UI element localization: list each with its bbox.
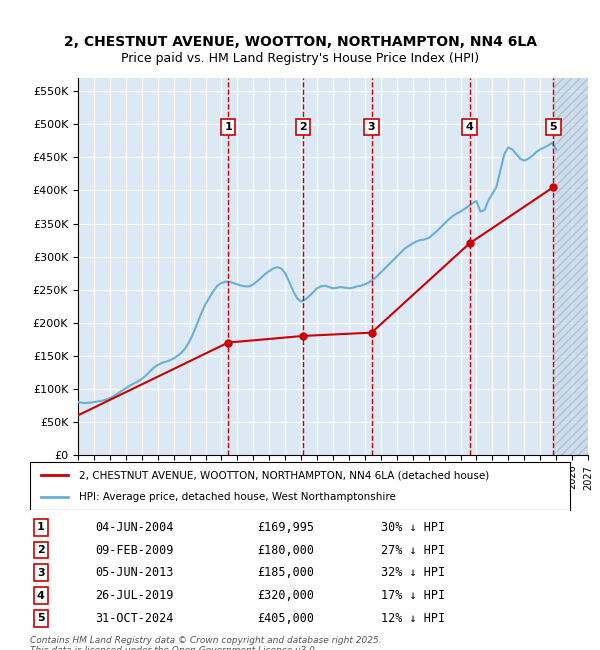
Text: Price paid vs. HM Land Registry's House Price Index (HPI): Price paid vs. HM Land Registry's House … (121, 52, 479, 65)
Text: 3: 3 (368, 122, 376, 132)
Text: 4: 4 (37, 591, 45, 601)
Text: £405,000: £405,000 (257, 612, 314, 625)
Text: 09-FEB-2009: 09-FEB-2009 (95, 543, 173, 556)
Text: 2: 2 (299, 122, 307, 132)
Text: 31-OCT-2024: 31-OCT-2024 (95, 612, 173, 625)
Text: £320,000: £320,000 (257, 589, 314, 602)
Text: 26-JUL-2019: 26-JUL-2019 (95, 589, 173, 602)
Text: 2: 2 (37, 545, 44, 555)
Text: £185,000: £185,000 (257, 566, 314, 579)
Text: £169,995: £169,995 (257, 521, 314, 534)
Text: 1: 1 (37, 523, 44, 532)
Text: Contains HM Land Registry data © Crown copyright and database right 2025.
This d: Contains HM Land Registry data © Crown c… (30, 636, 382, 650)
Text: 30% ↓ HPI: 30% ↓ HPI (381, 521, 445, 534)
Text: 05-JUN-2013: 05-JUN-2013 (95, 566, 173, 579)
Text: 5: 5 (37, 614, 44, 623)
Text: 2, CHESTNUT AVENUE, WOOTTON, NORTHAMPTON, NN4 6LA (detached house): 2, CHESTNUT AVENUE, WOOTTON, NORTHAMPTON… (79, 470, 489, 480)
Text: 04-JUN-2004: 04-JUN-2004 (95, 521, 173, 534)
Text: 12% ↓ HPI: 12% ↓ HPI (381, 612, 445, 625)
Text: 17% ↓ HPI: 17% ↓ HPI (381, 589, 445, 602)
Text: 5: 5 (550, 122, 557, 132)
Text: 32% ↓ HPI: 32% ↓ HPI (381, 566, 445, 579)
Text: £180,000: £180,000 (257, 543, 314, 556)
Text: HPI: Average price, detached house, West Northamptonshire: HPI: Average price, detached house, West… (79, 491, 395, 502)
Text: 1: 1 (224, 122, 232, 132)
Text: 4: 4 (466, 122, 473, 132)
Text: 3: 3 (37, 568, 44, 578)
Text: 2, CHESTNUT AVENUE, WOOTTON, NORTHAMPTON, NN4 6LA: 2, CHESTNUT AVENUE, WOOTTON, NORTHAMPTON… (64, 35, 536, 49)
Text: 27% ↓ HPI: 27% ↓ HPI (381, 543, 445, 556)
